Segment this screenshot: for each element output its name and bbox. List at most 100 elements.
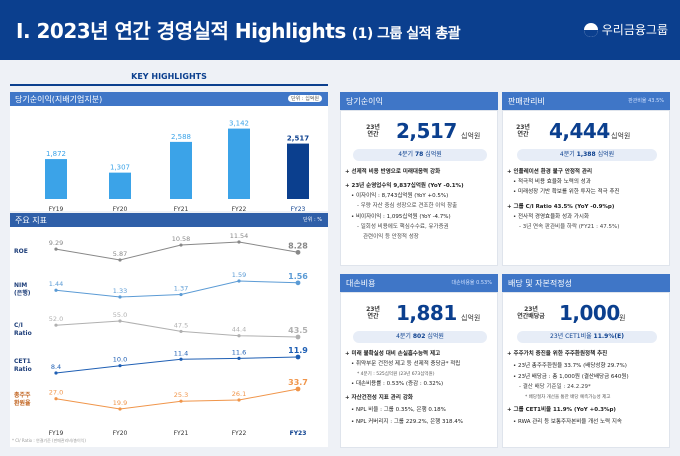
sga-value: 4,444	[549, 119, 610, 143]
data-label: 8.28	[288, 241, 308, 250]
provision-bullet: • 대손비용률 : 0.53% (증감 : 0.32%)	[351, 381, 444, 387]
bar-value-label: 2,588	[171, 133, 191, 141]
dividend-bullet: * 배당절차 개선을 통한 배당 예측가능성 제고	[525, 395, 611, 400]
data-label: 26.1	[232, 390, 246, 398]
sga-bullet: • 적극적 비용 효율화 노력의 성과	[513, 179, 591, 185]
series-line	[55, 241, 299, 261]
data-label: 10.0	[113, 356, 127, 364]
provision-card-header: 대손비용 대손비용율 0.53%	[340, 274, 498, 292]
net-income-chart-unit: 단위 : 십억원	[288, 95, 322, 102]
data-label: 25.3	[174, 391, 188, 399]
data-point	[54, 397, 58, 401]
data-point	[54, 288, 58, 292]
x-tick-label: FY22	[232, 430, 247, 437]
net-income-bullet: + 23년 순영업수익 9,837십억원 (YoY -0.1%)	[345, 183, 464, 189]
data-point	[118, 295, 122, 299]
series-label: 환원율	[14, 399, 31, 407]
dividend-bullet: + 주주가치 증진을 위한 주주환원정책 추진	[507, 351, 608, 357]
sga-card: 23년 연간 4,444 십억원 4분기 1,388 십억원 + 인플레이션 환경…	[502, 110, 670, 266]
dividend-value: 1,000	[559, 301, 620, 325]
sga-bullet: + 인플레이션 환경 불구 안정적 관리	[507, 169, 593, 175]
dividend-bullet: + 그룹 CET1비율 11.9% (YoY +0.3%p)	[507, 407, 616, 413]
net-income-bullet: - 우량 자산 중심 성장으로 견조한 이익 창출	[357, 203, 458, 209]
data-point	[295, 280, 301, 286]
data-point	[237, 334, 241, 338]
net-income-x-axis: FY19 FY20 FY21 FY22 FY23	[10, 199, 328, 213]
bar	[45, 159, 67, 204]
data-label: 10.58	[172, 235, 191, 243]
page-title: I. 2023년 연간 경영실적 Highlights (1) 그룹 실적 총괄	[16, 19, 461, 43]
data-label: 11.6	[232, 348, 246, 356]
bar	[109, 172, 131, 204]
dividend-bullet: • 23년 총주주환원율 33.7% (배당성향 29.7%)	[513, 363, 627, 369]
series-label: C/I	[14, 322, 23, 329]
data-label: 19.9	[113, 399, 127, 407]
net-income-chart: 1,872 1,307 2,588 3,142 2,517	[10, 106, 328, 210]
sga-bullet: • 미래성장 기반 확보를 위한 투자는 적극 추진	[513, 189, 620, 195]
data-label: 1.37	[174, 285, 188, 293]
series-label: CET1	[14, 358, 31, 365]
net-income-bullet: - 일회성 비용에도 핵심수수료, 유가증권	[357, 224, 449, 230]
ratios-line-chart: ROE 9.29 5.87 10.58 11.54 8.28 NIM(은행) 1.44 1.33…	[14, 232, 308, 437]
net-income-card: 23년 연간 2,517 십억원 4분기 78 십억원 + 선제적 비용 반영으로…	[340, 110, 498, 266]
dividend-bullet: • 23년 배당금 : 총 1,000원 (결산배당금 640원)	[513, 374, 629, 380]
series-label: ROE	[14, 248, 28, 255]
data-point	[179, 399, 183, 403]
logo-icon	[583, 22, 598, 37]
provision-bullet: * 4분기 : 525십억원 (23년 673십억원)	[357, 372, 435, 377]
dividend-unit: 원	[619, 314, 626, 322]
bar	[170, 141, 192, 204]
data-label: 8.4	[51, 363, 61, 371]
net-income-bullet: + 선제적 비용 반영으로 미래대응력 강화	[345, 169, 441, 175]
data-point	[179, 357, 183, 361]
dividend-period: 23년 연간배당금	[517, 306, 545, 320]
ratios-chart-title: 주요 지표 단위 : %	[10, 213, 328, 227]
data-point	[118, 364, 122, 368]
net-income-bullet: • 비이자이익 : 1,095십억원 (YoY -4.7%)	[351, 214, 451, 220]
net-income-period: 23년 연간	[366, 124, 380, 138]
x-tick-label: FY21	[174, 206, 189, 213]
net-income-unit: 십억원	[461, 132, 481, 140]
x-tick-label: FY22	[232, 206, 247, 213]
data-point	[118, 258, 122, 262]
data-point	[179, 243, 183, 247]
dividend-bullet: - 결산 배당 기준일 : 24.2.29*	[519, 384, 591, 390]
dividend-card-header: 배당 및 자본적정성	[502, 274, 670, 292]
provision-bullet: • NPL 비율 : 그룹 0.35%, 은행 0.18%	[351, 407, 446, 413]
data-point	[54, 371, 58, 375]
net-income-value: 2,517	[396, 119, 457, 143]
data-point	[295, 386, 301, 392]
data-label: 1.33	[113, 287, 127, 295]
header-bar: I. 2023년 연간 경영실적 Highlights (1) 그룹 실적 총괄 …	[0, 0, 680, 60]
x-tick-label: FY20	[113, 206, 128, 213]
x-tick-label: FY21	[174, 430, 189, 437]
series-label: (은행)	[14, 289, 31, 297]
sga-unit: 십억원	[611, 132, 631, 140]
data-point	[237, 279, 241, 283]
logo-text: 우리금융그룹	[601, 23, 668, 37]
sga-bullet: • 전사적 경영효율화 성과 가시화	[513, 214, 590, 220]
data-label: 27.0	[49, 389, 63, 397]
data-point	[295, 249, 301, 255]
data-label: 1.56	[288, 272, 308, 281]
net-income-q4: 4분기 78 십억원	[353, 149, 487, 161]
series-label: Ratio	[14, 366, 32, 373]
net-income-bullet: 관련이익 등 안정적 성장	[363, 234, 419, 240]
ratios-chart: ROE 9.29 5.87 10.58 11.54 8.28 NIM (은행) 1.44 1.33…	[10, 227, 328, 447]
dividend-bullet: • RWA 관리 등 보통주자본비율 개선 노력 지속	[513, 419, 622, 425]
sga-bullet: + 그룹 C/I Ratio 43.5% (YoY -0.9%p)	[507, 204, 615, 210]
provision-bullet: • 취약부문 건전성 제고 등 선제적 충당금* 적립	[351, 361, 461, 367]
provision-unit: 십억원	[461, 314, 481, 322]
page-subtitle: (1) 그룹 실적 총괄	[351, 26, 461, 42]
provision-ratio: 대손비용율 0.53%	[451, 280, 492, 286]
x-tick-label: FY19	[49, 206, 64, 213]
provision-value: 1,881	[396, 301, 457, 325]
provision-period: 23년 연간	[366, 306, 380, 320]
sga-q4: 4분기 1,388 십억원	[517, 149, 657, 161]
data-label: 9.29	[49, 239, 63, 247]
x-tick-label: FY23	[291, 206, 306, 213]
data-point	[118, 319, 122, 323]
net-income-x-ticks: FY19 FY20 FY21 FY22 FY23	[49, 206, 306, 213]
net-income-card-header: 당기순이익	[340, 92, 498, 110]
net-income-bar-chart: 1,872 1,307 2,588 3,142 2,517	[18, 120, 322, 205]
